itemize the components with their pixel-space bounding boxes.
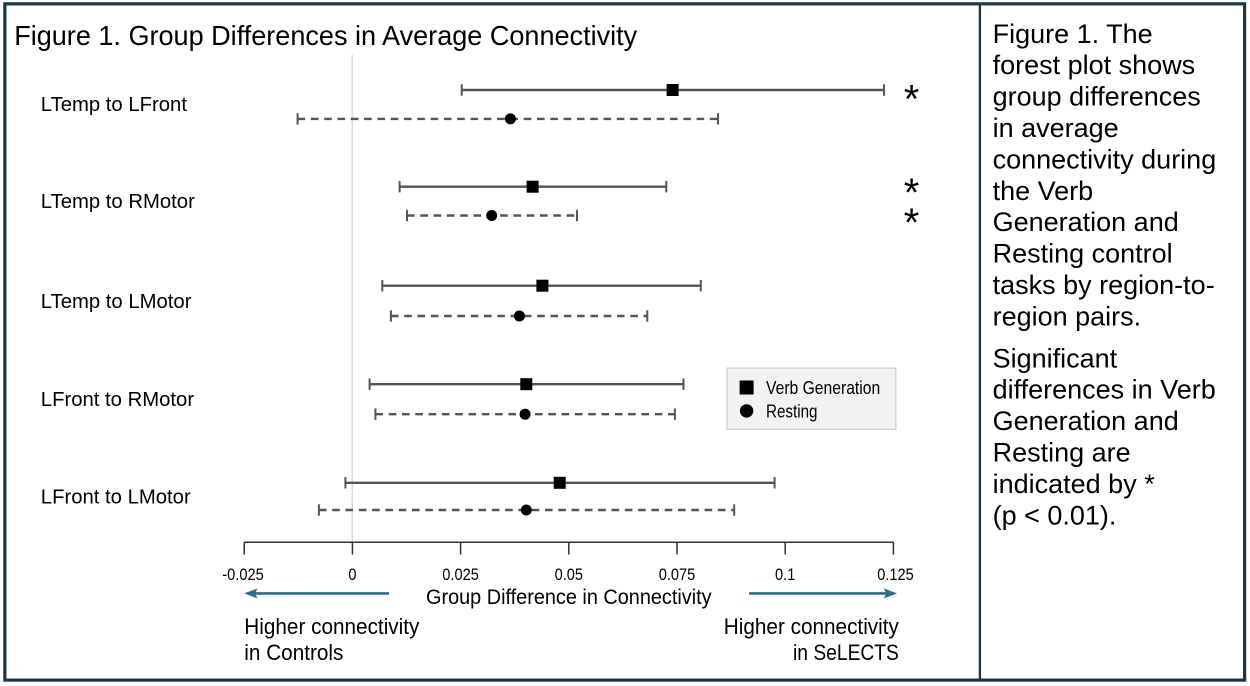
svg-text:*: * xyxy=(904,171,920,215)
svg-text:Resting: Resting xyxy=(766,401,818,422)
svg-text:*: * xyxy=(904,201,920,245)
svg-text:0.075: 0.075 xyxy=(659,565,696,584)
svg-text:Figure 1. Group Differences in: Figure 1. Group Differences in Average C… xyxy=(14,20,637,51)
svg-text:0.05: 0.05 xyxy=(555,565,583,584)
svg-text:0.125: 0.125 xyxy=(877,565,914,584)
svg-text:-0.025: -0.025 xyxy=(222,565,263,584)
svg-text:Higher connectivity: Higher connectivity xyxy=(724,614,899,639)
svg-text:*: * xyxy=(904,78,920,122)
svg-text:LTemp to RMotor: LTemp to RMotor xyxy=(41,191,195,213)
svg-text:Verb Generation: Verb Generation xyxy=(766,377,880,398)
svg-text:0.025: 0.025 xyxy=(442,565,479,584)
svg-text:LFront to LMotor: LFront to LMotor xyxy=(41,486,191,508)
svg-text:LTemp to LMotor: LTemp to LMotor xyxy=(41,291,192,313)
svg-text:in SeLECTS: in SeLECTS xyxy=(793,640,899,665)
svg-text:0.1: 0.1 xyxy=(775,565,795,584)
svg-text:Group Difference in Connectivi: Group Difference in Connectivity xyxy=(426,586,712,609)
svg-text:Higher connectivity: Higher connectivity xyxy=(244,614,419,639)
svg-text:LFront to RMotor: LFront to RMotor xyxy=(41,389,195,411)
svg-text:0: 0 xyxy=(348,565,356,584)
svg-text:in Controls: in Controls xyxy=(244,640,343,665)
svg-text:LTemp to LFront: LTemp to LFront xyxy=(41,94,188,116)
